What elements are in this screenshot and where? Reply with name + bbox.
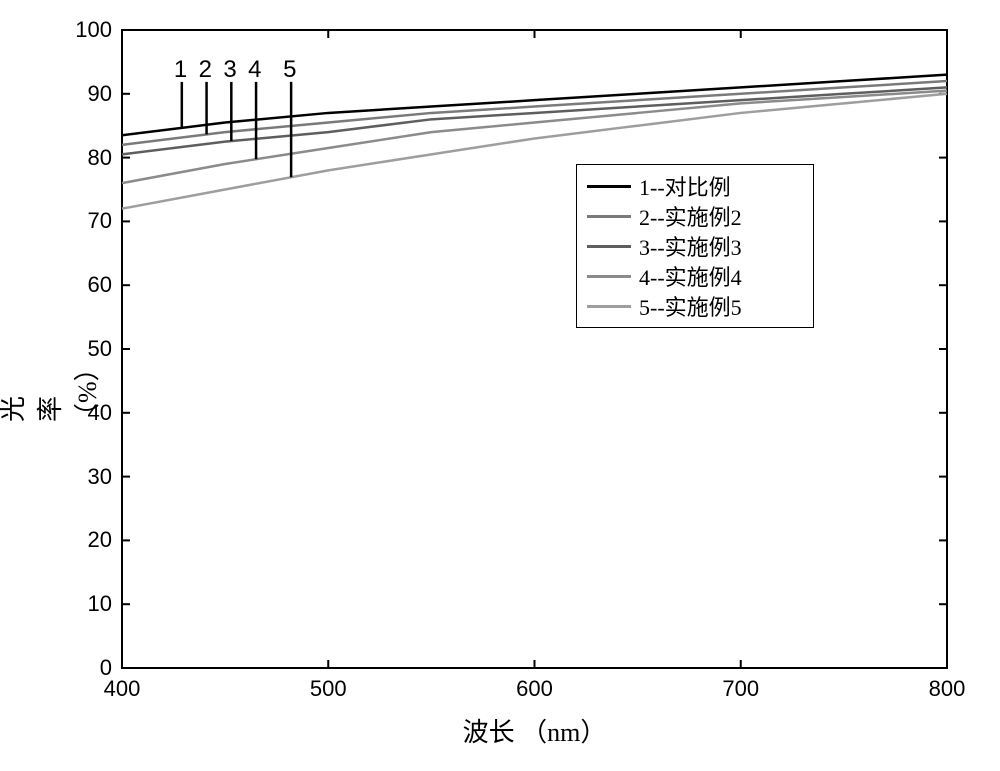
legend-item: 4--实施例4 [587, 261, 803, 291]
y-tick-label: 20 [88, 527, 112, 553]
y-tick-label: 10 [88, 591, 112, 617]
series-annotation-label: 4 [248, 56, 261, 84]
legend-item: 3--实施例3 [587, 231, 803, 261]
series-s5 [122, 94, 947, 209]
y-tick-label: 0 [100, 655, 112, 681]
chart-svg [122, 30, 947, 668]
x-tick-label: 800 [927, 676, 967, 702]
y-tick-label: 60 [88, 272, 112, 298]
y-tick-label: 40 [88, 400, 112, 426]
y-tick-label: 100 [75, 17, 112, 43]
series-annotation-label: 1 [174, 56, 187, 84]
series-annotation-label: 2 [199, 56, 212, 84]
plot-area [122, 30, 947, 668]
legend-item: 2--实施例2 [587, 201, 803, 231]
series-annotation-label: 5 [283, 56, 296, 84]
y-tick-label: 30 [88, 464, 112, 490]
x-tick-label: 700 [721, 676, 761, 702]
legend: 1--对比例2--实施例23--实施例34--实施例45--实施例5 [576, 164, 814, 328]
legend-swatch [587, 305, 631, 308]
legend-label: 1--对比例 [639, 170, 731, 202]
x-tick-label: 500 [308, 676, 348, 702]
legend-swatch [587, 185, 631, 188]
y-tick-label: 70 [88, 208, 112, 234]
legend-swatch [587, 215, 631, 218]
legend-swatch [587, 245, 631, 248]
legend-label: 3--实施例3 [639, 230, 742, 262]
legend-item: 1--对比例 [587, 171, 803, 201]
y-tick-label: 50 [88, 336, 112, 362]
y-tick-label: 80 [88, 145, 112, 171]
legend-label: 5--实施例5 [639, 290, 742, 322]
legend-label: 4--实施例4 [639, 260, 742, 292]
legend-item: 5--实施例5 [587, 291, 803, 321]
legend-label: 2--实施例2 [639, 200, 742, 232]
transmittance-chart: 透光率（%） 波长 （nm） 1--对比例2--实施例23--实施例34--实施… [0, 0, 1000, 771]
x-tick-label: 600 [515, 676, 555, 702]
series-annotation-label: 3 [223, 56, 236, 84]
x-axis-label: 波长 （nm） [445, 712, 625, 749]
y-tick-label: 90 [88, 81, 112, 107]
legend-swatch [587, 275, 631, 278]
